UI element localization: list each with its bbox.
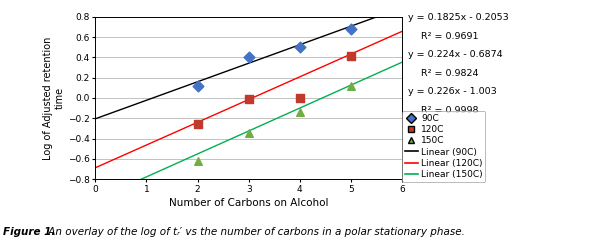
Text: y = 0.224x - 0.6874: y = 0.224x - 0.6874 [408, 50, 503, 59]
Point [346, 54, 356, 58]
Point [244, 97, 254, 101]
Text: y = 0.1825x - 0.2053: y = 0.1825x - 0.2053 [408, 13, 509, 22]
Point [193, 159, 203, 163]
Point [193, 84, 203, 88]
Point [244, 131, 254, 135]
Legend: 90C, 120C, 150C, Linear (90C), Linear (120C), Linear (150C): 90C, 120C, 150C, Linear (90C), Linear (1… [402, 111, 486, 182]
Text: An overlay of the log of tᵣ′ vs the number of carbons in a polar stationary phas: An overlay of the log of tᵣ′ vs the numb… [45, 227, 465, 237]
Text: R² = 0.9824: R² = 0.9824 [421, 69, 478, 78]
Point [193, 123, 203, 126]
Text: R² = 0.9691: R² = 0.9691 [421, 32, 478, 41]
Y-axis label: Log of Adjusted retention
time: Log of Adjusted retention time [44, 36, 65, 160]
Point [346, 84, 356, 88]
Point [244, 55, 254, 59]
X-axis label: Number of Carbons on Alcohol: Number of Carbons on Alcohol [169, 198, 328, 208]
Text: y = 0.226x - 1.003: y = 0.226x - 1.003 [408, 87, 497, 96]
Point [295, 110, 305, 114]
Point [295, 96, 305, 100]
Text: R² = 0.9998: R² = 0.9998 [421, 106, 478, 115]
Text: Figure 1.: Figure 1. [3, 227, 55, 237]
Point [295, 45, 305, 49]
Point [346, 27, 356, 31]
